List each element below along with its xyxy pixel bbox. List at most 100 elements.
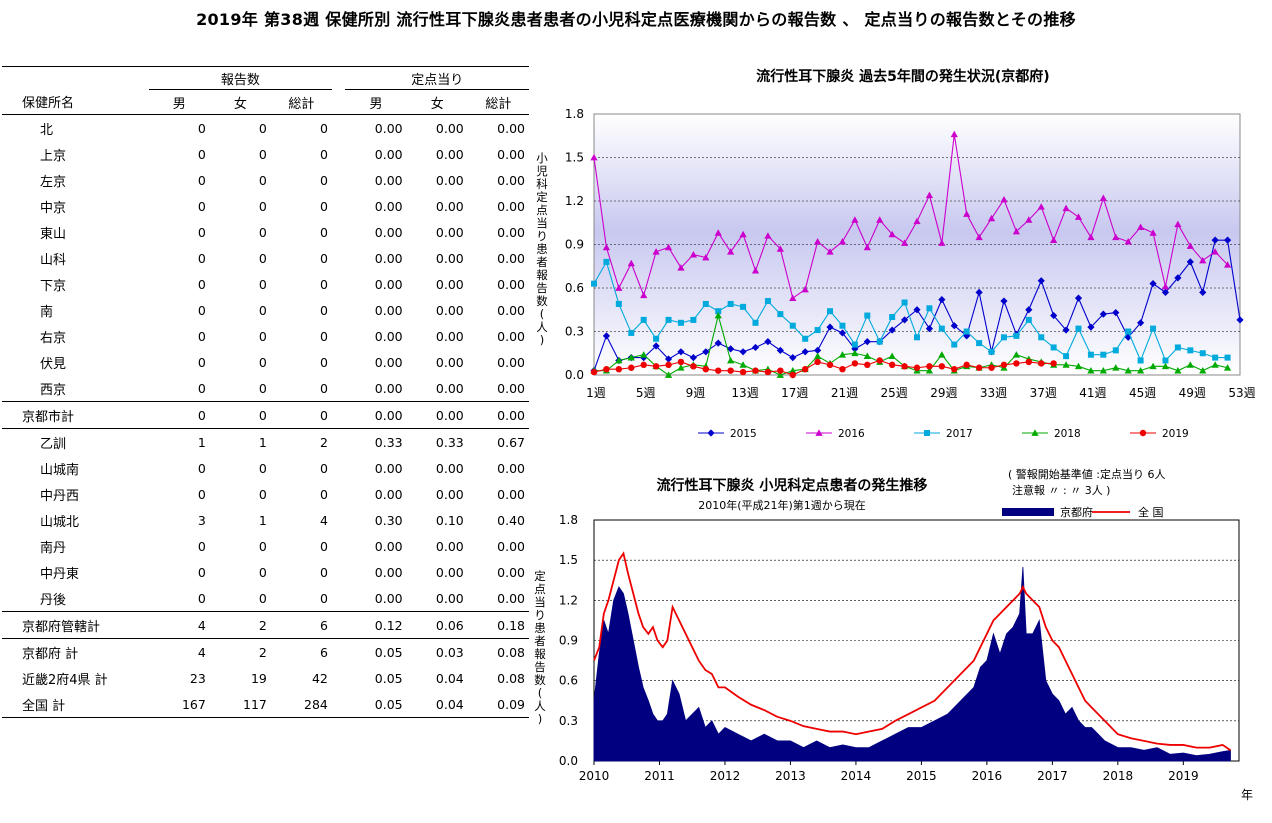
- chart2-legend-label: 全 国: [1138, 505, 1164, 519]
- row-name: 右京: [40, 330, 67, 346]
- row-value: 0: [197, 172, 206, 188]
- chart1-data-point: [1212, 354, 1219, 361]
- chart1-series-2019: [590, 357, 1057, 379]
- chart1-data-point: [1211, 361, 1219, 368]
- chart1-legend-marker: [707, 429, 715, 437]
- chart1-data-point: [603, 366, 610, 373]
- chart1-legend-marker: [1139, 429, 1147, 437]
- chart2-ytick-label: 0.3: [559, 714, 578, 728]
- chart1-data-point: [889, 314, 896, 320]
- chart1-data-point: [801, 348, 809, 356]
- row-value: 0.00: [497, 172, 525, 188]
- row-value: 0: [258, 354, 267, 370]
- chart2-ylabel: 定点当り患者報告数(人): [534, 569, 546, 726]
- row-value: 0.00: [497, 538, 525, 554]
- row-value: 0: [258, 486, 267, 502]
- row-name: 南: [40, 304, 54, 320]
- chart1-legend-label: 2019: [1162, 428, 1189, 440]
- row-value: 0.33: [406, 428, 468, 455]
- chart1-data-point: [777, 367, 784, 374]
- chart1-data-point: [951, 366, 958, 373]
- chart1-data-point: [727, 356, 735, 364]
- chart1-data-point: [1025, 358, 1033, 366]
- row-value: 0.00: [497, 250, 525, 266]
- row-value: 0.00: [435, 224, 464, 240]
- row-value: 0: [209, 114, 271, 141]
- table-row: 左京 0 0 0 0.00 0.00 0.00: [2, 167, 529, 193]
- chart1-data-point: [950, 130, 958, 138]
- chart1-data-point: [715, 308, 722, 315]
- chart2-xtick-label: 2017: [1037, 769, 1068, 783]
- chart2-area-kyoto: [593, 566, 1231, 762]
- row-value: 0.06: [406, 611, 468, 639]
- chart1-data-point: [814, 327, 821, 334]
- row-value: 0.00: [374, 250, 403, 266]
- chart1-data-point: [1174, 367, 1182, 374]
- table-row: 東山 0 0 0 0.00 0.00 0.00: [2, 219, 529, 245]
- chart1-data-point: [1050, 311, 1058, 320]
- chart1-data-point: [1025, 216, 1033, 223]
- row-value: 0: [319, 198, 328, 214]
- row-value: 0.00: [406, 114, 468, 141]
- table-row: 南 0 0 0 0.00 0.00 0.00: [2, 297, 529, 323]
- chart1-data-point: [776, 346, 784, 354]
- chart1-data-point: [1000, 334, 1007, 341]
- chart1-data-point: [814, 238, 822, 245]
- chart1-data-point: [776, 245, 784, 252]
- table-header-row: 保健所名 男 女 総計 男 女 総計: [2, 90, 529, 115]
- row-name: 全国 計: [2, 691, 149, 718]
- chart1-data-point: [1038, 334, 1045, 341]
- chart1-legend-label: 2018: [1054, 428, 1081, 440]
- col-header-male: 男: [172, 96, 186, 112]
- row-value: 0.00: [374, 198, 403, 214]
- row-value: 0.00: [497, 486, 525, 502]
- row-value: 0.00: [345, 114, 407, 141]
- row-name: 南丹: [40, 540, 67, 556]
- chart1-data-point: [1099, 367, 1107, 374]
- row-value: 19: [250, 670, 267, 686]
- chart1-data-point: [863, 338, 871, 346]
- chart1-data-point: [913, 217, 921, 225]
- chart1-data-point: [590, 368, 598, 376]
- chart1-data-point: [1000, 297, 1008, 305]
- row-value: 0: [258, 460, 267, 476]
- row-value: 0: [258, 250, 267, 266]
- chart1-data-point: [777, 311, 784, 318]
- chart1-data-point: [888, 230, 896, 238]
- row-value: 0.00: [374, 486, 403, 502]
- col-header-male-per: 男: [369, 96, 383, 112]
- chart1-data-point: [888, 361, 896, 369]
- chart1-xtick-label: 17週: [781, 386, 808, 400]
- row-value: 0.00: [374, 354, 403, 370]
- chart1-data-point: [664, 355, 673, 363]
- chart1-data-point: [1223, 236, 1232, 244]
- chart1-data-point: [1186, 258, 1194, 266]
- chart1-data-point: [677, 264, 685, 271]
- chart2-threshold-note: 注意報 〃 : 〃 3人 ): [1012, 483, 1110, 497]
- chart1-xtick-label: 9週: [686, 386, 706, 400]
- row-value: 0: [319, 538, 328, 554]
- chart1-data-point: [752, 319, 759, 326]
- row-value: 0: [319, 460, 328, 476]
- chart2-legend-swatch-kyoto: [1002, 508, 1054, 516]
- chart1-data-point: [1038, 360, 1045, 367]
- row-value: 0: [319, 354, 328, 370]
- col-header-total-per: 総計: [485, 96, 512, 112]
- col-header-female: 女: [233, 96, 247, 112]
- chart1-data-point: [1137, 357, 1144, 364]
- row-name: 山科: [40, 252, 67, 268]
- chart1-series-line: [594, 313, 1228, 376]
- chart1-data-point: [652, 248, 660, 255]
- row-value: 0: [197, 486, 206, 502]
- table-row: 右京 0 0 0 0.00 0.00 0.00: [2, 323, 529, 349]
- chart1-ytick-label: 0.6: [565, 281, 584, 295]
- chart1-data-point: [1124, 238, 1132, 245]
- row-value: 0: [319, 380, 328, 396]
- row-value: 0.05: [345, 638, 407, 665]
- chart1-data-point: [640, 354, 648, 362]
- row-value: 3: [197, 512, 206, 528]
- chart1-data-point: [1099, 194, 1107, 201]
- row-name: 中京: [40, 200, 67, 216]
- row-value: 0: [258, 328, 267, 344]
- chart1-data-point: [826, 361, 834, 369]
